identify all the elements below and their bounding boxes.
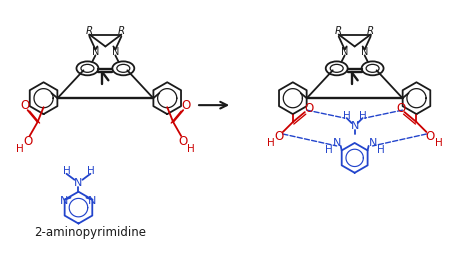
Text: O: O xyxy=(274,131,283,143)
Text: N: N xyxy=(341,47,348,57)
Text: O: O xyxy=(396,102,405,115)
Text: H: H xyxy=(187,144,195,154)
Text: H: H xyxy=(267,138,275,148)
Text: N: N xyxy=(88,196,97,206)
Text: H: H xyxy=(343,111,351,121)
Text: O: O xyxy=(23,135,32,148)
Text: O: O xyxy=(426,131,435,143)
Text: O: O xyxy=(304,102,313,115)
Text: H: H xyxy=(359,111,366,121)
Text: N: N xyxy=(350,121,359,131)
Text: O: O xyxy=(179,135,188,148)
Text: R: R xyxy=(86,25,93,36)
Text: N: N xyxy=(333,138,341,148)
Text: H: H xyxy=(325,145,333,155)
Text: N: N xyxy=(361,47,368,57)
Text: 2-aminopyrimidine: 2-aminopyrimidine xyxy=(35,226,146,239)
Text: H: H xyxy=(16,144,24,154)
Text: O: O xyxy=(182,99,191,112)
Text: H: H xyxy=(87,166,94,176)
Text: H: H xyxy=(435,138,442,148)
Text: H: H xyxy=(63,166,70,176)
Text: O: O xyxy=(20,99,29,112)
Text: H: H xyxy=(377,145,384,155)
Text: N: N xyxy=(368,138,377,148)
Text: N: N xyxy=(112,47,119,57)
Text: R: R xyxy=(367,25,374,36)
Text: R: R xyxy=(118,25,125,36)
Text: N: N xyxy=(92,47,99,57)
Text: N: N xyxy=(74,178,82,188)
Text: N: N xyxy=(60,196,69,206)
Text: R: R xyxy=(335,25,342,36)
